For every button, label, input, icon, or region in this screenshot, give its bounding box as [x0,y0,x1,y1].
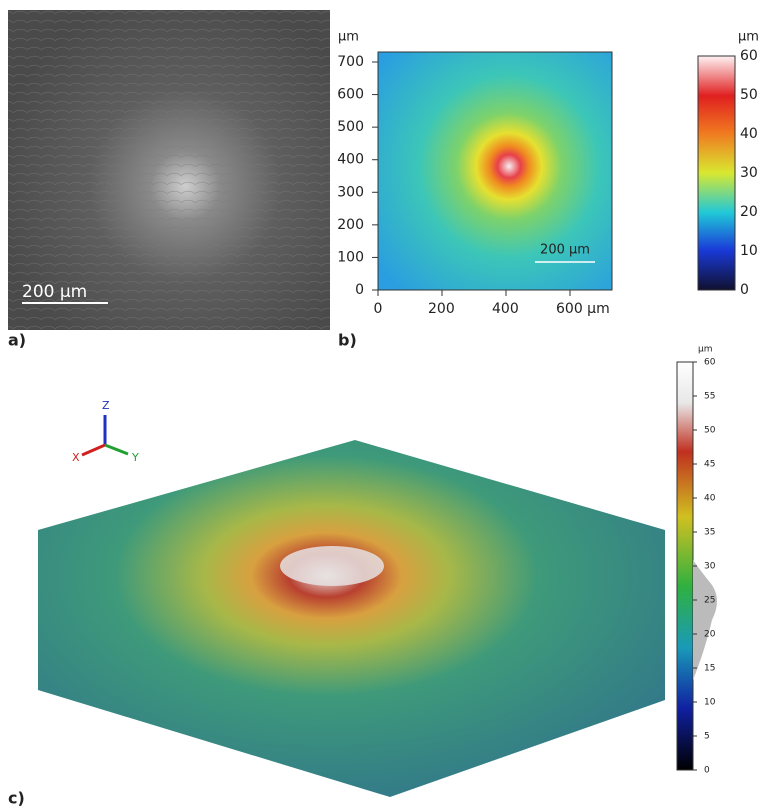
colorbar-unit: µm [698,345,713,355]
y-tick-label: 600 [337,87,364,103]
colorbar-tick-label: 35 [704,528,715,538]
figure: 200 µm a) 200 µm µm b) µm X Y Z µm c) 0 1… [0,0,766,807]
colorbar-tick-label: 0 [740,282,749,298]
scale-bar-label: 200 µm [22,282,87,302]
colorbar-tick-label: 10 [704,698,716,708]
colorbar-tick-label: 40 [740,126,758,142]
colorbar [677,362,693,770]
panel-label: a) [8,331,26,350]
colorbar-tick-label: 30 [704,562,716,572]
y-tick-label: 300 [337,184,364,200]
colorbar [698,56,735,290]
colorbar-tick-label: 30 [740,165,758,181]
axis-label: Z [102,399,110,412]
colorbar-tick-label: 20 [740,204,758,220]
panel-label: b) [338,331,357,350]
colorbar-tick-label: 15 [704,664,715,674]
x-tick-label: 0 [374,301,383,317]
colorbar-tick-label: 55 [704,392,715,402]
y-tick-label: 400 [337,152,364,168]
colorbar-tick-label: 10 [740,243,758,259]
colorbar-tick-label: 60 [704,358,716,368]
y-tick-label: 0 [355,282,364,298]
x-tick-label: 600 µm [556,301,610,317]
axis-label: X [72,451,80,464]
colorbar-tick-label: 20 [704,630,716,640]
surface-3d [38,440,665,797]
colorbar-tick-label: 50 [704,426,716,436]
colorbar-tick-label: 40 [704,494,716,504]
histogram [693,560,717,680]
surface-peak [280,546,384,586]
axis-x [82,445,105,455]
colorbar-unit: µm [738,30,759,45]
colorbar-tick-label: 5 [704,732,710,742]
colorbar-tick-label: 25 [704,596,715,606]
axis-unit: µm [338,30,359,45]
axis-y [105,445,128,454]
x-tick-label: 400 [492,301,519,317]
axis-label: Y [131,451,139,464]
colorbar-tick-label: 0 [704,766,710,776]
y-tick-label: 500 [337,119,364,135]
y-tick-label: 200 [337,217,364,233]
scale-bar-label: 200 µm [540,243,590,258]
colorbar-tick-label: 60 [740,48,758,64]
x-tick-label: 200 [428,301,455,317]
colorbar-tick-label: 50 [740,87,758,103]
panel-label: c) [8,789,25,807]
y-tick-label: 100 [337,249,364,265]
colorbar-tick-label: 45 [704,460,715,470]
y-tick-label: 700 [337,54,364,70]
